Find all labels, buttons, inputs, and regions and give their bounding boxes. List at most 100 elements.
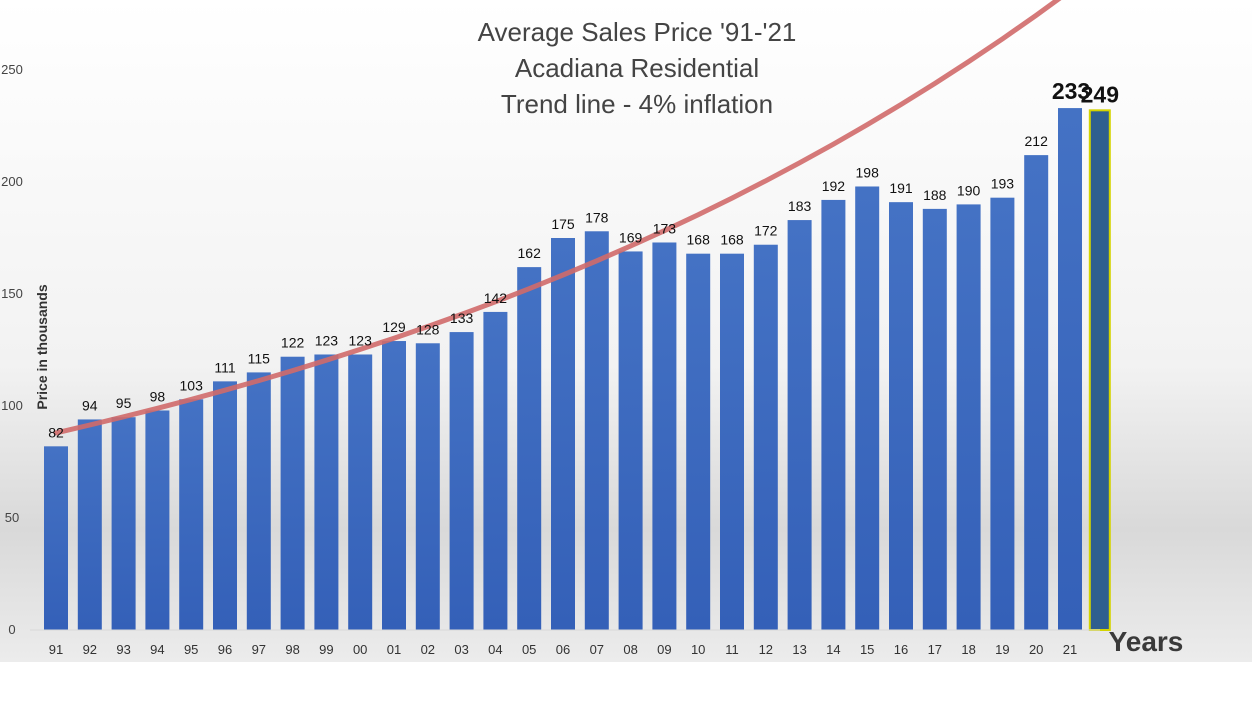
bar-data-label: 123 [349, 332, 373, 348]
x-tick-label: 12 [759, 642, 773, 657]
x-tick-label: 97 [252, 642, 266, 657]
x-tick-label: 11 [725, 642, 739, 657]
x-tick-label: 05 [522, 642, 536, 657]
bar [584, 231, 609, 630]
y-tick-label: 200 [1, 174, 23, 189]
x-tick-label: 95 [184, 642, 198, 657]
bar-data-label: 192 [822, 178, 846, 194]
bar [753, 244, 778, 630]
bar [922, 208, 947, 630]
bar-data-label: 128 [416, 321, 440, 337]
bar-data-label: 188 [923, 187, 947, 203]
bar-data-label: 95 [116, 395, 132, 411]
bar [855, 186, 880, 631]
bar-data-label: 190 [957, 182, 981, 198]
y-tick-label: 0 [8, 622, 15, 637]
bar-data-label: 123 [315, 332, 339, 348]
bar-data-label: 103 [180, 377, 204, 393]
x-tick-label: 04 [488, 642, 502, 657]
trend-line-group [53, 0, 1062, 436]
bar [179, 399, 204, 630]
bar [246, 372, 271, 630]
bar [618, 251, 643, 630]
y-tick-label: 250 [1, 62, 23, 77]
chart-title: Average Sales Price '91-'21 Acadiana Resi… [478, 17, 797, 119]
x-tick-label: 03 [454, 642, 468, 657]
x-tick-label: 08 [623, 642, 637, 657]
x-tick-label: 15 [860, 642, 874, 657]
bar-data-label: 173 [653, 220, 677, 236]
x-tick-label: 19 [995, 642, 1009, 657]
bar-data-label: 178 [585, 209, 609, 225]
bar [990, 197, 1015, 630]
bar [720, 253, 744, 630]
x-tick-label: 14 [826, 642, 840, 657]
y-tick-label: 150 [1, 286, 23, 301]
bar [415, 343, 440, 630]
bar [145, 410, 170, 630]
x-tick-label: 17 [928, 642, 942, 657]
x-axis: 91 92 93 94 95 96 97 98 99 00 01 02 03 04 05 06 07 08 09 10… [30, 626, 1183, 657]
x-tick-label: 10 [691, 642, 705, 657]
bar [111, 417, 136, 630]
bar [314, 354, 339, 630]
x-tick-label: 00 [353, 642, 367, 657]
bar [821, 199, 846, 631]
bars [44, 108, 1111, 631]
bar [1024, 155, 1049, 630]
bar-data-label: 133 [450, 310, 474, 326]
bar-data-label: 172 [754, 223, 778, 239]
bar-data-label: 168 [687, 232, 711, 248]
chart-title-line: Trend line - 4% inflation [501, 89, 773, 119]
x-tick-label: 93 [116, 642, 130, 657]
x-tick-label: 01 [387, 642, 401, 657]
bar-data-label: 168 [720, 232, 744, 248]
bar [787, 220, 812, 630]
highlight-bar [1088, 109, 1111, 631]
bar [382, 341, 406, 630]
x-tick-label: 07 [590, 642, 604, 657]
bar [280, 356, 305, 630]
bar-data-label: 175 [551, 216, 575, 232]
bar-data-label: 183 [788, 198, 812, 214]
highlight-bar-label: 249 [1081, 81, 1119, 107]
x-tick-label: 94 [150, 642, 164, 657]
bar [44, 446, 68, 630]
x-tick-label: 18 [961, 642, 975, 657]
y-axis: 0 50 100 150 200 250 Price in thousands [1, 62, 50, 637]
y-tick-label: 100 [1, 398, 23, 413]
y-tick-label: 50 [5, 510, 19, 525]
bar-data-label: 169 [619, 229, 643, 245]
data-labels: 82 94 95 98 103 111 115 122 123 123 129 128 133 142 16… [48, 78, 1119, 440]
bar [348, 354, 373, 630]
x-tick-label: 09 [657, 642, 671, 657]
bar-data-label: 212 [1025, 133, 1049, 149]
bar [213, 381, 237, 630]
x-tick-label: 99 [319, 642, 333, 657]
x-tick-label: 13 [792, 642, 806, 657]
bar-data-label: 111 [214, 359, 235, 375]
bar [686, 253, 711, 630]
bar-data-label: 233 [1052, 78, 1090, 104]
chart-title-line: Average Sales Price '91-'21 [478, 17, 797, 47]
x-tick-label: 20 [1029, 642, 1043, 657]
bar [1058, 108, 1082, 630]
bar-data-label: 198 [856, 164, 880, 180]
bar-data-label: 162 [518, 245, 542, 261]
bar-data-label: 122 [281, 335, 305, 351]
bar [551, 238, 575, 630]
bar [483, 311, 508, 630]
bar [77, 419, 102, 630]
x-tick-label: 06 [556, 642, 570, 657]
bar-data-label: 193 [991, 176, 1015, 192]
x-tick-label: 98 [285, 642, 299, 657]
bar [449, 332, 474, 630]
bar [652, 242, 677, 631]
bar [889, 202, 913, 630]
y-axis-title: Price in thousands [34, 284, 50, 409]
x-tick-label: 16 [894, 642, 908, 657]
bar-data-label: 191 [889, 180, 913, 196]
bar-data-label: 94 [82, 397, 98, 413]
